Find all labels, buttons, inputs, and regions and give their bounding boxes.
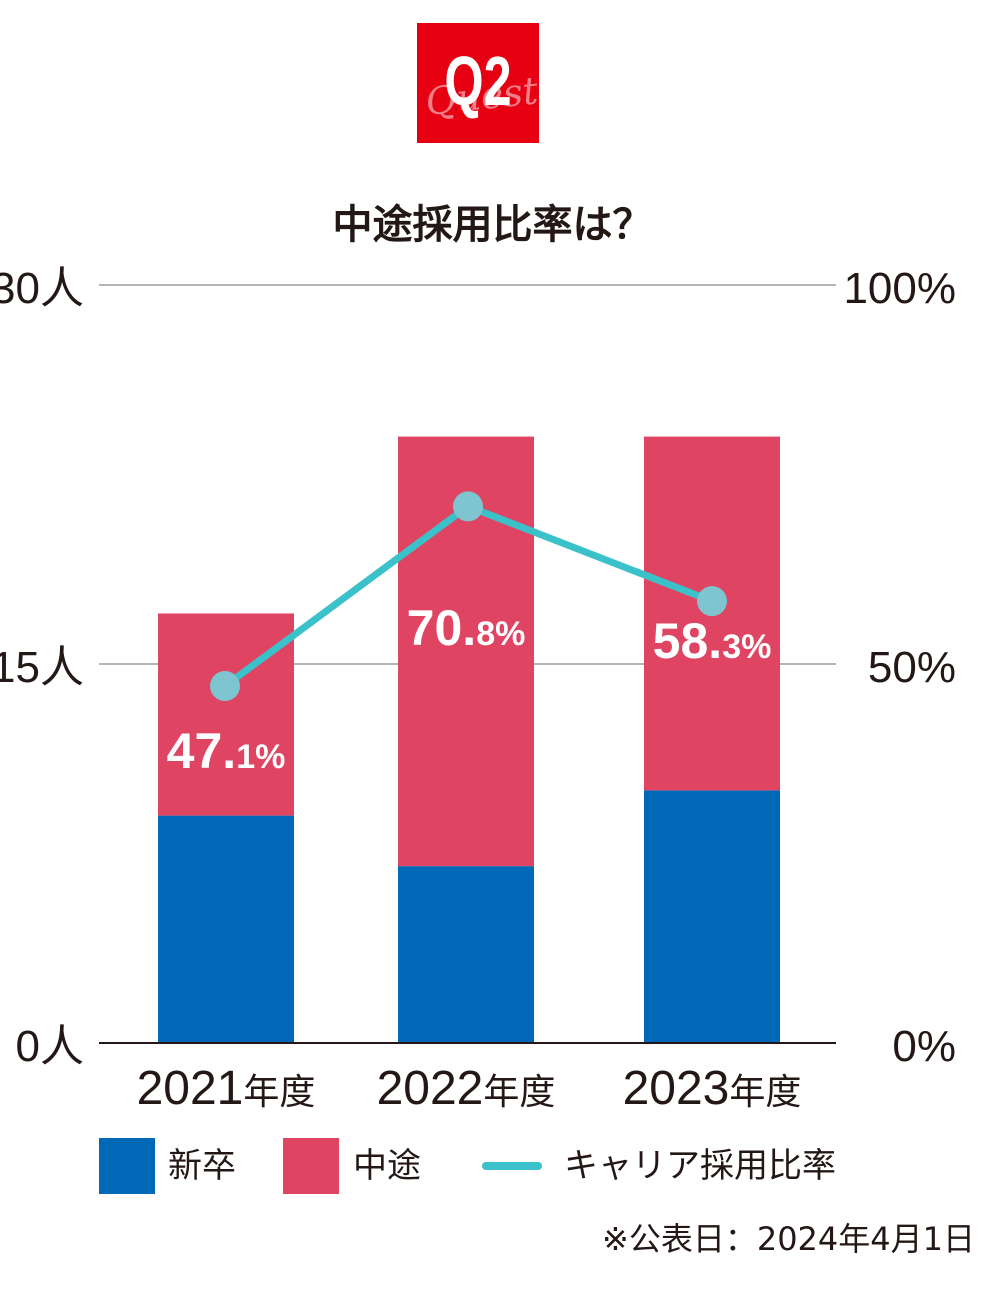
bar-new-grad [644,790,780,1043]
data-label: 47.1% [167,723,286,779]
bar-mid-career [158,613,294,816]
x-tick-label: 2022年度 [377,1062,556,1115]
x-tick-year: 2021 [137,1062,244,1115]
x-tick-year: 2023 [623,1062,730,1115]
x-tick-suffix: 年度 [243,1072,315,1113]
x-tick-suffix: 年度 [729,1072,801,1113]
legend-label-career-ratio: キャリア採用比率 [564,1146,836,1186]
data-label: 58.3% [653,613,772,669]
line-point [697,586,727,617]
x-tick-label: 2021年度 [137,1062,316,1115]
data-label: 70.8% [407,600,526,656]
legend-swatch-mid-career [283,1138,339,1194]
data-label-decimal: 8% [476,615,525,653]
data-label-main: 70. [407,600,477,656]
y-left-tick-label: 30人 [0,264,84,313]
x-tick-label: 2023年度 [623,1062,802,1115]
line-point [453,491,483,522]
publication-note: ※公表日：2024年4月1日 [602,1220,975,1258]
chart-title: 中途採用比率は？ [332,202,653,248]
legend-line-career-ratio [482,1162,542,1170]
data-label-decimal: 1% [236,738,285,776]
y-left-tick-label: 0人 [16,1022,84,1071]
y-right-tick-label: 0% [892,1022,956,1071]
question-badge: Question Q2 [417,23,539,143]
x-tick-year: 2022 [377,1062,484,1115]
line-point [210,670,240,701]
data-label-decimal: 3% [722,628,771,666]
bar-new-grad [158,815,294,1043]
y-right-tick-label: 100% [843,264,956,313]
y-left-tick-label: 15人 [0,643,84,692]
badge-label: Q2 [444,42,512,120]
legend-swatch-new-grad [99,1138,155,1194]
data-label-main: 58. [653,613,723,669]
y-right-tick-label: 50% [868,643,956,692]
legend-label-new-grad: 新卒 [168,1146,236,1186]
x-tick-suffix: 年度 [483,1072,555,1113]
legend-label-mid-career: 中途 [353,1146,421,1186]
bar-new-grad [398,866,534,1043]
data-label-main: 47. [167,723,237,779]
